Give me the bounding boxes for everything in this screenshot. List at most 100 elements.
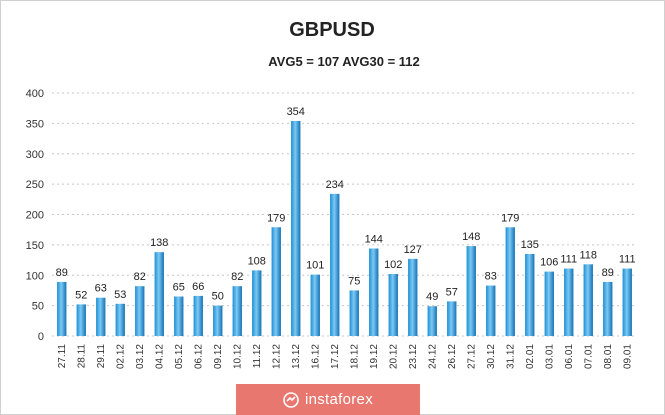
y-tick-label: 400 — [26, 88, 44, 100]
data-label: 127 — [404, 244, 422, 256]
x-tick-label: 13.12 — [291, 344, 302, 369]
instaforex-logo-icon — [283, 391, 299, 408]
bar — [330, 193, 340, 336]
bar — [271, 227, 281, 336]
bar — [408, 258, 418, 336]
bar — [525, 253, 535, 336]
x-axis: 27.11 28.11 29.11 02.12 03.12 04.12 05.12 06.12… — [57, 344, 634, 369]
bar — [564, 268, 574, 336]
x-tick-label: 17.12 — [330, 344, 341, 369]
bar — [603, 281, 613, 336]
data-label: 144 — [365, 234, 383, 246]
y-tick-label: 300 — [26, 149, 44, 161]
bar — [96, 297, 106, 336]
bar — [544, 271, 554, 336]
x-tick-label: 27.11 — [57, 344, 68, 369]
x-tick-label: 04.12 — [154, 344, 165, 369]
x-tick-label: 16.12 — [310, 344, 321, 369]
bar — [310, 274, 320, 336]
data-labels: 89 52 63 53 82 138 65 66 50 82 108 179 354 101 234 75 14… — [56, 106, 636, 303]
x-tick-label: 03.01 — [544, 344, 555, 369]
data-label: 108 — [248, 255, 266, 267]
bar — [486, 285, 496, 336]
bar — [57, 281, 67, 336]
x-tick-label: 06.12 — [193, 344, 204, 369]
bar — [213, 305, 223, 336]
x-tick-label: 11.12 — [252, 344, 263, 369]
data-label: 49 — [426, 291, 438, 303]
x-tick-label: 10.12 — [232, 344, 243, 369]
data-label: 101 — [306, 260, 324, 272]
x-tick-label: 05.12 — [174, 344, 185, 369]
bar — [291, 120, 301, 336]
data-label: 65 — [173, 282, 185, 294]
bar — [388, 274, 398, 336]
y-tick-label: 200 — [26, 210, 44, 222]
bar — [466, 246, 476, 336]
bar — [115, 303, 125, 336]
data-label: 111 — [560, 254, 577, 266]
data-label: 82 — [231, 271, 243, 283]
y-tick-label: 150 — [26, 240, 44, 252]
chart-title: GBPUSD — [289, 19, 375, 41]
data-label: 52 — [75, 289, 87, 301]
chart-subtitle: AVG5 = 107 AVG30 = 112 — [268, 54, 420, 69]
x-tick-label: 28.11 — [76, 344, 87, 369]
instaforex-logo-text: instaforex — [304, 391, 374, 408]
x-tick-label: 23.12 — [408, 344, 419, 369]
data-label: 50 — [212, 291, 224, 303]
data-label: 106 — [540, 257, 558, 269]
x-tick-label: 03.12 — [135, 344, 146, 369]
data-label: 148 — [462, 231, 480, 243]
data-label: 111 — [619, 254, 636, 266]
x-tick-label: 19.12 — [369, 344, 380, 369]
bar — [622, 268, 632, 336]
bar — [369, 248, 379, 336]
data-label: 234 — [326, 179, 344, 191]
y-tick-label: 0 — [38, 331, 44, 343]
bar — [505, 227, 515, 336]
bar — [135, 286, 145, 336]
x-tick-label: 24.12 — [427, 344, 438, 369]
x-tick-label: 09.12 — [213, 344, 224, 369]
bar — [252, 270, 262, 336]
data-label: 179 — [267, 212, 285, 224]
x-tick-label: 08.01 — [603, 344, 614, 369]
data-label: 102 — [384, 259, 402, 271]
data-label: 135 — [521, 239, 539, 251]
x-tick-label: 27.12 — [466, 344, 477, 369]
y-tick-label: 350 — [26, 118, 44, 130]
bar — [447, 301, 457, 336]
data-label: 63 — [95, 283, 107, 295]
bar — [349, 290, 359, 336]
x-tick-label: 12.12 — [271, 344, 282, 369]
bar — [76, 304, 86, 336]
data-label: 82 — [134, 271, 146, 283]
x-tick-label: 07.01 — [583, 344, 594, 369]
data-label: 66 — [192, 281, 204, 293]
data-label: 89 — [56, 267, 68, 279]
x-tick-label: 29.11 — [96, 344, 107, 369]
x-tick-label: 31.12 — [505, 344, 516, 369]
bars — [57, 120, 632, 336]
bar — [232, 286, 242, 336]
x-tick-label: 02.01 — [525, 344, 536, 369]
data-label: 83 — [485, 271, 497, 283]
data-label: 53 — [114, 289, 126, 301]
data-label: 89 — [602, 267, 614, 279]
x-tick-label: 09.01 — [622, 344, 633, 369]
x-tick-label: 06.01 — [564, 344, 575, 369]
y-tick-label: 50 — [32, 301, 44, 313]
bar — [583, 264, 593, 336]
data-label: 138 — [150, 237, 168, 249]
x-tick-label: 26.12 — [447, 344, 458, 369]
data-label: 179 — [501, 212, 519, 224]
x-tick-label: 20.12 — [388, 344, 399, 369]
bar — [193, 295, 203, 336]
x-tick-label: 30.12 — [486, 344, 497, 369]
x-tick-label: 18.12 — [349, 344, 360, 369]
bar — [154, 252, 164, 336]
data-label: 75 — [348, 275, 360, 287]
data-label: 57 — [446, 286, 458, 298]
